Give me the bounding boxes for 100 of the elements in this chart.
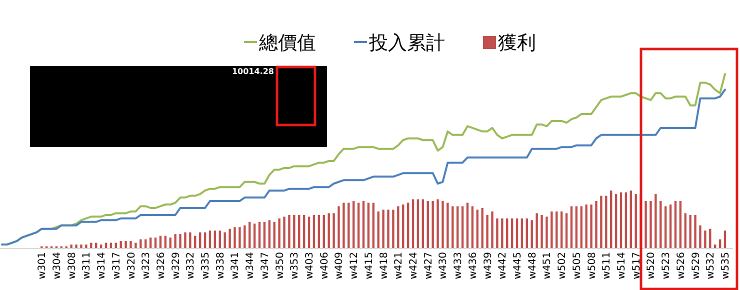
x-tick-label: w442 xyxy=(498,252,509,280)
x-tick-label: w304 xyxy=(52,252,63,280)
bar xyxy=(348,202,350,248)
x-tick-label: w430 xyxy=(438,252,450,280)
bar xyxy=(362,201,365,248)
x-tick-label: w329 xyxy=(170,252,182,280)
x-tick-label: w317 xyxy=(111,252,122,280)
bar xyxy=(342,202,345,248)
bar xyxy=(456,206,459,248)
bar xyxy=(159,236,162,248)
x-tick-label: w311 xyxy=(82,252,93,280)
bar xyxy=(208,230,212,248)
bar xyxy=(228,228,231,248)
x-tick-label: w335 xyxy=(200,252,212,280)
bar xyxy=(357,202,360,248)
legend-label: 獲利 xyxy=(498,32,536,54)
bar xyxy=(100,244,102,248)
bar xyxy=(332,213,335,248)
x-tick-label: w523 xyxy=(661,252,672,280)
bar xyxy=(660,201,662,248)
bar xyxy=(540,214,543,248)
bar xyxy=(352,201,355,248)
x-tick-label: w502 xyxy=(557,252,568,280)
bar xyxy=(546,216,548,248)
bar xyxy=(442,201,444,248)
bar xyxy=(397,206,400,248)
bar xyxy=(218,230,221,248)
bar xyxy=(253,224,256,248)
x-tick-label: w412 xyxy=(349,252,360,280)
bar xyxy=(634,194,637,248)
legend-label: 投入累計 xyxy=(368,32,445,54)
bar xyxy=(560,211,563,248)
x-tick-label: w520 xyxy=(646,252,658,280)
x-tick-label: w421 xyxy=(394,252,405,280)
bar xyxy=(312,214,316,248)
bar xyxy=(194,236,196,248)
bar xyxy=(338,206,340,248)
bar xyxy=(506,218,508,248)
bar xyxy=(164,236,167,248)
x-tick-label: w526 xyxy=(676,252,687,280)
bar xyxy=(481,208,484,248)
bar xyxy=(130,241,132,248)
bar xyxy=(570,206,573,248)
x-tick-label: w323 xyxy=(141,252,152,280)
bar xyxy=(461,206,464,248)
x-tick-label: w326 xyxy=(156,252,167,280)
x-tick-label: w350 xyxy=(274,252,286,280)
bar xyxy=(234,227,236,248)
x-tick-label: w344 xyxy=(245,252,256,280)
bar xyxy=(679,201,682,248)
bar xyxy=(620,192,622,248)
x-tick-label: w308 xyxy=(66,252,78,280)
bar xyxy=(550,211,553,248)
bar xyxy=(263,222,266,248)
bar xyxy=(501,218,504,248)
bar xyxy=(238,227,241,248)
bar xyxy=(248,222,251,248)
x-tick-label: w332 xyxy=(186,252,197,280)
bar xyxy=(198,232,202,248)
bar xyxy=(134,242,137,248)
bar xyxy=(268,220,271,248)
bar xyxy=(377,211,380,248)
bar xyxy=(328,213,330,248)
x-tick-label: w532 xyxy=(706,252,717,280)
bar xyxy=(536,213,538,248)
x-tick-label: w415 xyxy=(364,252,375,280)
bar xyxy=(432,201,434,248)
bar xyxy=(565,213,568,248)
bar xyxy=(644,201,647,248)
bar xyxy=(689,214,692,248)
x-tick-label: w436 xyxy=(468,252,479,280)
bar xyxy=(70,244,72,248)
bar xyxy=(664,206,667,248)
bar xyxy=(466,202,469,248)
bar xyxy=(486,214,488,248)
bar xyxy=(694,214,696,248)
bar xyxy=(674,201,677,248)
bar xyxy=(298,214,300,248)
bar xyxy=(244,225,246,248)
bar xyxy=(422,199,424,248)
bar xyxy=(367,202,370,248)
x-tick-label: w451 xyxy=(542,252,554,280)
bar xyxy=(650,201,652,248)
bar xyxy=(669,204,672,248)
bar xyxy=(520,218,524,248)
x-tick-label: w439 xyxy=(482,252,494,280)
bar xyxy=(624,192,628,248)
x-tick-label: w508 xyxy=(586,252,598,280)
x-tick-label: w347 xyxy=(260,252,271,280)
bar xyxy=(491,211,494,248)
bar xyxy=(283,216,286,248)
bar xyxy=(526,218,528,248)
bar xyxy=(630,190,632,248)
x-tick-label: w424 xyxy=(408,252,420,280)
bar xyxy=(278,218,280,248)
x-tick-label: w314 xyxy=(96,252,108,280)
x-tick-label: w353 xyxy=(290,252,301,280)
bar xyxy=(406,202,410,248)
bar xyxy=(684,213,686,248)
bar xyxy=(302,214,306,248)
